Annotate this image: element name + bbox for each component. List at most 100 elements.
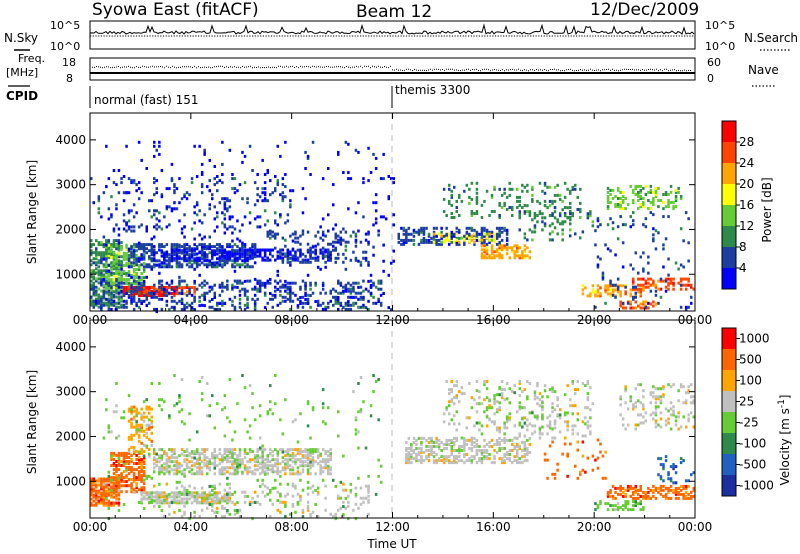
power-cell: [132, 285, 136, 289]
power-cell: [253, 217, 257, 221]
velocity-cell: [329, 452, 332, 456]
velocity-cell: [127, 460, 131, 463]
velocity-cell: [231, 492, 234, 496]
velocity-cell: [218, 500, 222, 504]
power-cell: [369, 279, 373, 283]
velocity-cell: [137, 472, 141, 476]
power-cell: [647, 281, 650, 285]
power-cell: [236, 285, 239, 289]
power-cell: [334, 234, 337, 238]
velocity-cell: [165, 462, 169, 466]
power-cell: [241, 281, 244, 285]
velocity-cell: [334, 484, 337, 488]
power-cell: [634, 186, 637, 190]
power-cell: [321, 250, 325, 254]
power-cell: [324, 254, 327, 258]
velocity-cell: [480, 457, 484, 461]
power-cell: [238, 263, 242, 267]
power-cell: [284, 221, 287, 225]
power-cell: [548, 199, 552, 203]
power-cell: [339, 237, 343, 241]
power-cell: [495, 234, 499, 238]
power-cell: [142, 283, 146, 287]
velocity-cell: [132, 476, 136, 480]
power-cell: [304, 260, 307, 264]
velocity-cell: [185, 448, 189, 452]
power-cell: [193, 252, 196, 256]
velocity-cell: [148, 425, 151, 429]
power-cell: [344, 256, 348, 260]
power-cell: [470, 181, 474, 185]
velocity-cell: [165, 466, 169, 470]
velocity-cell: [440, 459, 443, 463]
velocity-cell: [142, 507, 146, 510]
power-cell: [97, 297, 101, 301]
power-cell: [125, 221, 128, 225]
power-cell: [594, 290, 597, 294]
power-cell: [188, 256, 191, 260]
power-cell: [321, 256, 325, 260]
velocity-cell: [150, 497, 153, 501]
velocity-cell: [158, 460, 161, 464]
velocity-cell: [180, 491, 184, 495]
power-cell: [263, 283, 267, 287]
power-cell: [190, 306, 194, 310]
velocity-cell: [306, 458, 310, 462]
power-cell: [372, 295, 375, 299]
power-cell: [629, 288, 632, 292]
power-cell: [107, 253, 111, 257]
power-cell: [243, 215, 247, 219]
power-cell: [493, 254, 496, 258]
power-cell: [200, 173, 204, 176]
velocity-cell: [263, 470, 267, 474]
power-cell: [364, 256, 368, 260]
power-cell: [586, 214, 590, 218]
power-cell: [100, 307, 103, 311]
power-cell: [309, 252, 312, 256]
power-cell: [422, 236, 426, 240]
power-cell: [321, 233, 325, 237]
velocity-cell: [521, 461, 524, 465]
power-cell: [127, 209, 131, 213]
power-cell: [548, 185, 552, 189]
velocity-cell: [135, 484, 138, 488]
power-cell: [480, 230, 484, 234]
velocity-cell: [221, 504, 224, 508]
velocity-cell: [311, 458, 315, 462]
velocity-cell: [354, 502, 358, 506]
velocity-cell: [180, 470, 184, 474]
velocity-cell: [493, 455, 496, 459]
power-cell: [611, 221, 615, 225]
power-cell: [163, 265, 166, 269]
velocity-cell: [281, 460, 285, 464]
velocity-cell: [140, 427, 143, 431]
power-cell: [107, 286, 111, 290]
power-cell: [97, 197, 101, 201]
velocity-cell: [200, 493, 204, 497]
velocity-cell: [110, 503, 113, 507]
power-cell: [105, 281, 108, 285]
velocity-cell: [195, 458, 199, 462]
power-cell: [208, 259, 211, 263]
velocity-cell: [231, 448, 234, 452]
velocity-cell: [460, 449, 464, 452]
power-cell: [112, 227, 116, 231]
power-cell: [115, 261, 118, 265]
power-cell: [200, 261, 204, 265]
power-cell: [221, 221, 224, 225]
power-cell: [488, 256, 491, 260]
power-cell: [231, 173, 234, 176]
power-cell: [289, 293, 292, 297]
power-cell: [500, 248, 504, 252]
power-cell: [286, 254, 290, 258]
velocity-cell: [276, 470, 279, 474]
power-cell: [150, 199, 153, 203]
velocity-cell: [231, 466, 234, 470]
power-cell: [112, 272, 116, 275]
power-cell: [142, 245, 146, 249]
power-cell: [455, 242, 458, 246]
power-cell: [117, 241, 121, 245]
power-cell: [102, 297, 106, 301]
power-cell: [165, 252, 169, 256]
power-cell: [226, 251, 229, 255]
